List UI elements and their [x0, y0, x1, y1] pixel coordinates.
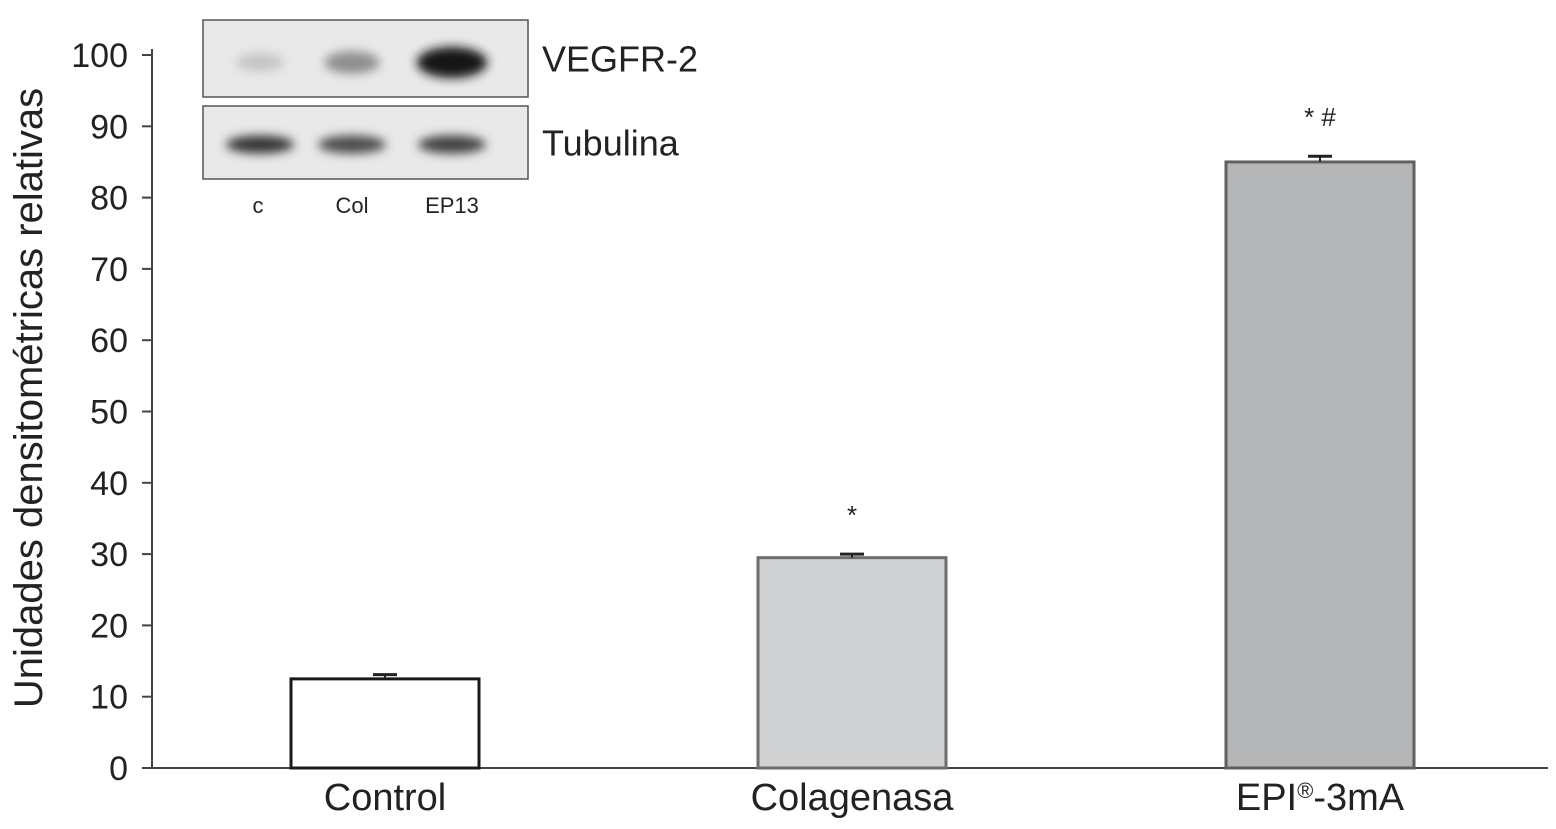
bar-control [289, 677, 481, 770]
y-tick-label: 20 [90, 607, 128, 645]
bars: Control * Colagenasa * # EPI®-3mA [289, 102, 1416, 819]
axis-labels: Unidades densitométricas relativas [7, 88, 51, 708]
blot-band [418, 135, 486, 154]
x-tick-label: Colagenasa [751, 777, 955, 819]
lane-label: c [253, 193, 264, 218]
y-tick-label: 30 [90, 536, 128, 574]
y-axis-label: Unidades densitométricas relativas [7, 88, 51, 708]
bar-epi [1224, 160, 1416, 770]
y-tick-label: 50 [90, 394, 128, 432]
blot-band [226, 135, 294, 154]
blot-band [324, 51, 380, 74]
lane-label: EP13 [425, 193, 479, 218]
x-tick-label: EPI®-3mA [1236, 777, 1405, 819]
significance-marker: * # [1304, 102, 1336, 132]
y-tick-label: 0 [109, 750, 128, 788]
x-tick-label: Control [324, 777, 447, 819]
y-tick-label: 90 [90, 108, 128, 146]
y-tick-label: 10 [90, 679, 128, 717]
lane-label: Col [335, 193, 368, 218]
y-tick-label: 70 [90, 251, 128, 289]
blot-band [318, 135, 386, 154]
blot-label: VEGFR-2 [542, 39, 698, 80]
blot-band [235, 53, 285, 72]
bar-colagenasa [756, 556, 948, 770]
significance-marker: * [847, 500, 857, 530]
western-blot-inset: VEGFR-2 Tubulina c Col EP13 [202, 19, 698, 218]
y-tick-label: 60 [90, 322, 128, 360]
blot-band [416, 46, 488, 79]
y-tick-label: 40 [90, 465, 128, 503]
y-tick-label: 80 [90, 180, 128, 218]
blot-label: Tubulina [542, 123, 680, 164]
y-tick-label: 100 [71, 37, 128, 75]
